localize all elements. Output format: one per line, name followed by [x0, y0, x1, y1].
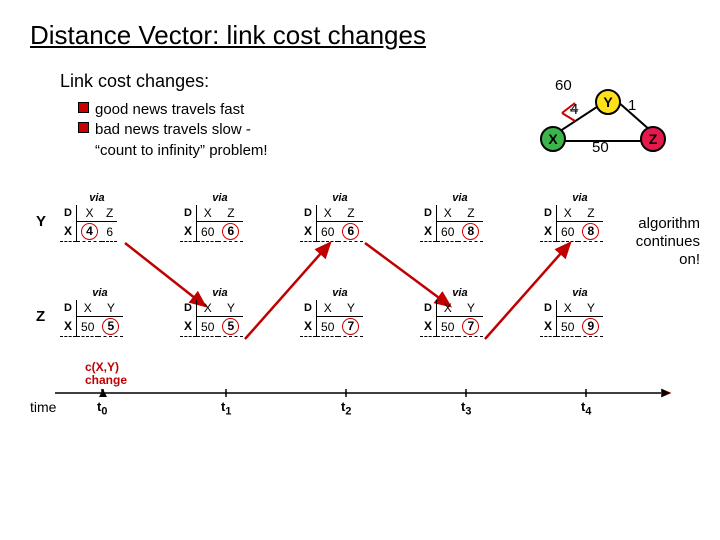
- subtitle: Link cost changes:: [60, 71, 268, 92]
- page-title: Distance Vector: link cost changes: [30, 20, 690, 51]
- dv-table: via D XY X505: [60, 286, 123, 337]
- dv-table: via D XY X507: [420, 286, 483, 337]
- dv-table: via D XZ X608: [420, 191, 483, 242]
- edge-label-xy-old: 4: [570, 101, 578, 118]
- bullet-text: bad news travels slow -: [95, 121, 251, 138]
- bullet-icon: [78, 102, 89, 113]
- cxy-l1: c(X,Y): [85, 360, 119, 374]
- bullet-icon: [78, 122, 89, 133]
- bullet-2: bad news travels slow - “count to infini…: [78, 120, 268, 161]
- row-label: Z: [36, 308, 45, 325]
- time-label: time: [30, 399, 56, 415]
- dv-table: via D XY X505: [180, 286, 243, 337]
- cxy-label: c(X,Y) change: [85, 361, 127, 387]
- dv-table: via D XZ X606: [300, 191, 363, 242]
- content-row: Link cost changes: good news travels fas…: [30, 71, 690, 181]
- cxy-l2: change: [85, 373, 127, 387]
- time-tick: t1: [221, 399, 231, 418]
- edge-label-xy: 60: [555, 77, 572, 94]
- row-label: Y: [36, 213, 46, 230]
- node-x: X: [540, 126, 566, 152]
- bullet-text-cont: “count to infinity” problem!: [95, 142, 268, 159]
- dv-table: via D XZ X608: [540, 191, 603, 242]
- dv-table: via D XZ X46: [60, 191, 117, 242]
- network-graph: X Y Z 60 4 1 50: [460, 71, 670, 181]
- node-z: Z: [640, 126, 666, 152]
- text-block: Link cost changes: good news travels fas…: [60, 71, 268, 161]
- edge-label-xz: 50: [592, 139, 609, 156]
- dv-table: via D XY X509: [540, 286, 603, 337]
- time-tick: t2: [341, 399, 351, 418]
- bullet-1: good news travels fast: [78, 100, 268, 120]
- edge-label-yz: 1: [628, 97, 636, 114]
- dv-table: via D XZ X606: [180, 191, 243, 242]
- bullet-text: good news travels fast: [95, 101, 244, 118]
- time-tick: t4: [581, 399, 591, 418]
- node-y: Y: [595, 89, 621, 115]
- dv-table: via D XY X507: [300, 286, 363, 337]
- dv-tables: c(X,Y) change time Y via D XZ X46 via D …: [30, 191, 690, 411]
- time-tick: t3: [461, 399, 471, 418]
- time-tick: t0: [97, 399, 107, 418]
